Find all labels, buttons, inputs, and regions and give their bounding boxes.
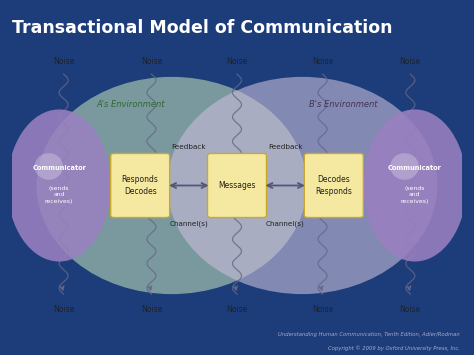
- Text: A's Environment: A's Environment: [97, 99, 165, 109]
- Ellipse shape: [390, 153, 419, 180]
- FancyBboxPatch shape: [208, 153, 266, 218]
- Text: Noise: Noise: [227, 305, 247, 313]
- Ellipse shape: [36, 77, 307, 294]
- Text: Feedback: Feedback: [172, 144, 206, 151]
- Text: Noise: Noise: [312, 305, 333, 313]
- Ellipse shape: [167, 77, 438, 294]
- Text: Noise: Noise: [400, 305, 421, 313]
- Text: Noise: Noise: [227, 58, 247, 66]
- Text: Noise: Noise: [53, 58, 74, 66]
- Text: Communicator: Communicator: [388, 165, 442, 171]
- Text: Noise: Noise: [53, 305, 74, 313]
- Text: Channel(s): Channel(s): [169, 220, 208, 227]
- FancyBboxPatch shape: [111, 153, 170, 218]
- Text: Communicator: Communicator: [32, 165, 86, 171]
- Ellipse shape: [363, 109, 466, 262]
- Text: B's Environment: B's Environment: [309, 99, 377, 109]
- Text: Noise: Noise: [400, 58, 421, 66]
- Text: Noise: Noise: [312, 58, 333, 66]
- Ellipse shape: [8, 109, 111, 262]
- FancyBboxPatch shape: [304, 153, 363, 218]
- Text: Feedback: Feedback: [268, 144, 302, 151]
- Text: Decodes
Responds: Decodes Responds: [315, 175, 352, 196]
- Text: Responds
Decodes: Responds Decodes: [122, 175, 159, 196]
- Text: Noise: Noise: [141, 305, 162, 313]
- Text: Channel(s): Channel(s): [266, 220, 305, 227]
- Text: Transactional Model of Communication: Transactional Model of Communication: [12, 19, 392, 37]
- Ellipse shape: [35, 153, 63, 180]
- Text: Noise: Noise: [141, 58, 162, 66]
- Text: Copyright © 2009 by Oxford University Press, Inc.: Copyright © 2009 by Oxford University Pr…: [328, 345, 460, 351]
- Text: Messages: Messages: [218, 181, 256, 190]
- Text: (sends
and
receives): (sends and receives): [401, 186, 429, 204]
- Text: Understanding Human Communication, Tenth Edition, Adler/Rodman: Understanding Human Communication, Tenth…: [278, 332, 460, 337]
- Text: (sends
and
receives): (sends and receives): [45, 186, 73, 204]
